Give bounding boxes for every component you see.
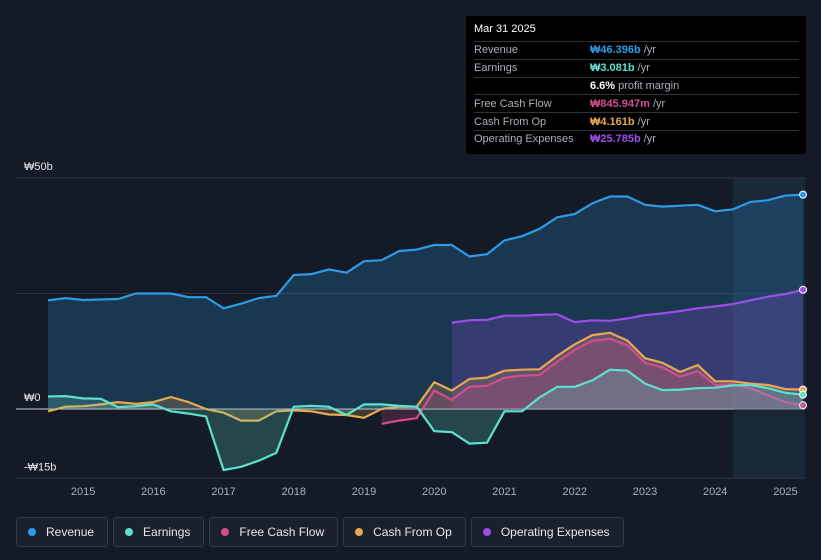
- tooltip-value: ₩4.161b: [590, 115, 635, 128]
- tooltip-label: Operating Expenses: [474, 133, 574, 146]
- legend-item-revenue[interactable]: Revenue: [16, 517, 109, 547]
- operating-expenses-end-marker: [799, 285, 807, 294]
- earnings-end-marker: [799, 390, 807, 399]
- x-axis-label: 2021: [492, 486, 516, 498]
- tooltip-value: 6.6%: [590, 79, 616, 92]
- tooltip-unit: /yr: [637, 62, 650, 75]
- y-axis-label: -₩15b: [24, 461, 56, 473]
- x-axis-label: 2025: [773, 486, 797, 498]
- x-axis-label: 2024: [703, 486, 727, 498]
- legend-dot-icon: [221, 528, 230, 536]
- tooltip-row-operating-expenses: Operating Expenses ₩25.785b/yr: [474, 129, 799, 148]
- tooltip-row-cash-from-op: Cash From Op ₩4.161b/yr: [474, 112, 799, 130]
- x-axis-label: 2023: [633, 486, 657, 498]
- tooltip-value: ₩845.947m: [590, 97, 650, 110]
- x-axis-label: 2018: [282, 486, 306, 498]
- legend-dot-icon: [28, 528, 36, 536]
- tooltip-label: Cash From Op: [474, 115, 547, 128]
- legend-item-operating-expenses[interactable]: Operating Expenses: [470, 517, 624, 547]
- x-axis-label: 2022: [563, 486, 587, 498]
- tooltip-row-revenue: Revenue ₩46.396b/yr: [474, 41, 799, 59]
- y-axis-label: ₩0: [24, 392, 41, 404]
- operating-expenses-line: [451, 288, 804, 324]
- x-axis-label: 2017: [211, 486, 235, 498]
- earnings-area: [48, 369, 803, 470]
- free-cash-flow-line: [381, 337, 804, 425]
- chart-area: ₩50b ₩0 -₩15b 2015 2016 2017 2018 2019 2020 2021 2…: [16, 161, 807, 498]
- legend-label: Earnings: [143, 525, 191, 539]
- operating-expenses-area: [451, 289, 803, 409]
- cash-from-op-area: [48, 332, 803, 421]
- legend-label: Cash From Op: [373, 525, 452, 539]
- chart-tooltip: Mar 31 2025 Revenue ₩46.396b/yr Earnings ₩3…: [466, 16, 806, 154]
- tooltip-row-free-cash-flow: Free Cash Flow ₩845.947m/yr: [474, 94, 799, 112]
- tooltip-unit: profit margin: [618, 79, 680, 92]
- x-axis-label: 2015: [71, 486, 95, 498]
- tooltip-row-earnings: Earnings ₩3.081b/yr: [474, 58, 799, 77]
- cash-from-op-line: [47, 331, 804, 422]
- legend-label: Free Cash Flow: [239, 525, 325, 539]
- tooltip-value: ₩46.396b: [590, 44, 641, 57]
- free-cash-flow-end-marker: [799, 401, 807, 410]
- tooltip-label: Free Cash Flow: [474, 97, 552, 110]
- tooltip-label: Revenue: [474, 44, 519, 57]
- legend-dot-icon: [482, 528, 491, 536]
- tooltip-date: Mar 31 2025: [474, 23, 536, 35]
- revenue-area: [48, 194, 803, 409]
- legend-item-earnings[interactable]: Earnings: [113, 517, 205, 547]
- legend-item-cash-from-op[interactable]: Cash From Op: [343, 517, 466, 547]
- x-axis-label: 2016: [141, 486, 165, 498]
- tooltip-value: ₩3.081b: [590, 62, 635, 75]
- recent-period-shade: [732, 178, 805, 479]
- tooltip-unit: /yr: [643, 133, 656, 146]
- chart-legend: Revenue Earnings Free Cash Flow Cash From O…: [16, 517, 629, 547]
- legend-item-free-cash-flow[interactable]: Free Cash Flow: [209, 517, 339, 547]
- tooltip-label: Earnings: [474, 62, 518, 75]
- tooltip-row-profit-margin: 6.6% profit margin: [474, 76, 799, 95]
- x-axis-label: 2019: [352, 486, 376, 498]
- tooltip-value: ₩25.785b: [590, 133, 641, 146]
- legend-dot-icon: [355, 528, 364, 536]
- legend-dot-icon: [125, 528, 134, 536]
- tooltip-unit: /yr: [652, 97, 666, 110]
- tooltip-unit: /yr: [643, 44, 656, 57]
- y-axis-label: ₩50b: [24, 161, 53, 173]
- earnings-line: [47, 368, 804, 472]
- tooltip-unit: /yr: [637, 115, 650, 128]
- legend-label: Revenue: [46, 525, 95, 539]
- revenue-line: [47, 193, 804, 310]
- revenue-end-marker: [799, 190, 807, 199]
- x-axis-label: 2020: [422, 486, 446, 498]
- legend-label: Operating Expenses: [500, 525, 610, 539]
